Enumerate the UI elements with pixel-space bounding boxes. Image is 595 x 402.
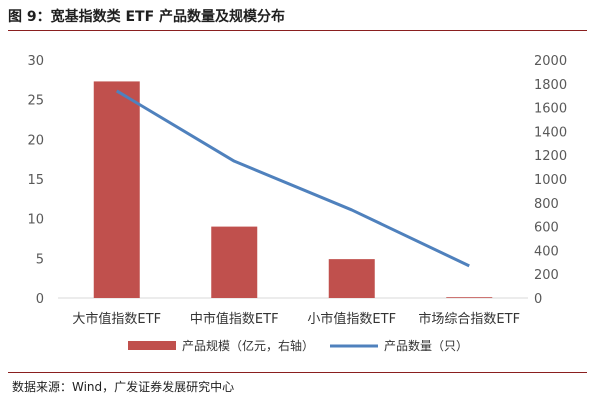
right-tick-1000: 1000 [534, 173, 567, 188]
legend-label-line: 产品数量（只） [384, 338, 468, 353]
category-label-3: 小市值指数ETF [307, 311, 396, 327]
bar-series [93, 81, 493, 298]
bar-4 [446, 297, 493, 298]
right-tick-1400: 1400 [534, 125, 567, 140]
right-tick-200: 200 [534, 268, 559, 283]
category-labels: 大市值指数ETF 中市值指数ETF 小市值指数ETF 市场综合指数ETF [72, 311, 520, 327]
category-label-1: 大市值指数ETF [72, 311, 161, 327]
category-label-4: 市场综合指数ETF [418, 311, 520, 327]
bottom-rule [8, 372, 587, 373]
count-line [115, 89, 470, 268]
legend-label-bar: 产品规模（亿元，右轴） [182, 338, 314, 353]
bar-2 [211, 226, 258, 298]
left-tick-15: 15 [27, 173, 44, 188]
right-tick-0: 0 [534, 292, 542, 307]
left-tick-30: 30 [27, 54, 44, 69]
legend-swatch-bar [128, 341, 176, 350]
left-tick-20: 20 [27, 133, 44, 148]
right-tick-400: 400 [534, 244, 559, 259]
right-tick-2000: 2000 [534, 54, 567, 69]
right-tick-1600: 1600 [534, 102, 567, 117]
source-note: 数据来源：Wind，广发证券发展研究中心 [12, 380, 235, 394]
line-series [115, 89, 470, 268]
legend: 产品规模（亿元，右轴） 产品数量（只） [128, 338, 468, 353]
right-tick-1200: 1200 [534, 149, 567, 164]
bar-3 [328, 259, 375, 298]
left-tick-5: 5 [36, 252, 44, 267]
chart: 0 5 10 15 20 25 30 0 200 400 600 800 1000 1200 1400 16… [27, 54, 567, 353]
category-label-2: 中市值指数ETF [190, 311, 279, 327]
left-tick-25: 25 [27, 94, 44, 109]
left-tick-0: 0 [36, 292, 44, 307]
bar-1 [93, 81, 140, 298]
top-rule [8, 30, 587, 31]
right-tick-800: 800 [534, 197, 559, 212]
right-tick-1800: 1800 [534, 78, 567, 93]
figure-title: 图 9：宽基指数类 ETF 产品数量及规模分布 [8, 9, 286, 25]
left-tick-10: 10 [27, 213, 44, 228]
right-tick-600: 600 [534, 221, 559, 236]
right-axis-ticks: 0 200 400 600 800 1000 1200 1400 1600 1800 2000 [534, 54, 567, 307]
left-axis-ticks: 0 5 10 15 20 25 30 [27, 54, 44, 307]
